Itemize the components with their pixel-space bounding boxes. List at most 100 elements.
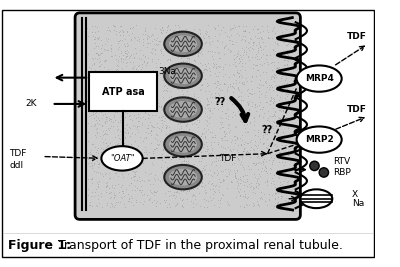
Point <box>94 131 100 136</box>
Point <box>211 159 218 163</box>
Point <box>97 109 104 114</box>
Point <box>155 57 161 61</box>
Point <box>225 38 232 42</box>
Point <box>249 46 255 50</box>
Point <box>139 89 145 93</box>
Point <box>88 66 94 70</box>
Point <box>232 171 238 175</box>
Point <box>262 131 268 135</box>
Point <box>119 136 126 140</box>
Point <box>141 110 148 115</box>
Point <box>218 28 224 32</box>
Point <box>117 129 124 133</box>
Point <box>212 71 218 75</box>
Point <box>272 196 279 200</box>
Point <box>173 45 179 49</box>
Point <box>136 77 142 81</box>
Point <box>164 69 170 74</box>
Point <box>219 120 226 124</box>
Point <box>158 165 164 169</box>
Point <box>120 202 127 206</box>
Point <box>183 191 190 195</box>
Point <box>130 66 136 70</box>
Point <box>144 60 150 64</box>
Point <box>139 86 146 90</box>
Point <box>221 81 228 85</box>
Point <box>90 106 96 110</box>
Point <box>217 64 224 68</box>
Point <box>198 83 204 87</box>
Point <box>216 184 222 189</box>
Point <box>245 150 251 154</box>
Point <box>104 144 110 148</box>
Point <box>268 193 275 197</box>
Point <box>256 204 262 208</box>
Point <box>186 47 192 52</box>
Point <box>159 68 166 72</box>
Point <box>168 45 174 50</box>
Point <box>152 147 158 151</box>
Point <box>105 80 112 85</box>
Point <box>263 70 269 74</box>
Point <box>250 147 256 151</box>
Point <box>181 187 187 191</box>
Point <box>149 47 156 52</box>
Point <box>190 192 196 196</box>
Point <box>123 64 129 68</box>
Point <box>137 98 143 102</box>
Point <box>188 104 194 109</box>
Point <box>145 41 152 45</box>
Point <box>126 196 132 201</box>
Point <box>244 141 251 145</box>
Point <box>170 39 176 43</box>
Point <box>142 145 148 149</box>
Point <box>197 103 203 107</box>
Point <box>184 143 191 148</box>
Point <box>276 135 282 140</box>
Point <box>112 171 119 175</box>
Point <box>184 63 191 68</box>
Point <box>258 190 264 195</box>
Point <box>244 121 250 126</box>
Point <box>115 190 122 194</box>
Point <box>145 75 152 79</box>
Point <box>268 97 275 102</box>
Point <box>165 179 171 183</box>
Point <box>235 143 242 147</box>
Point <box>178 161 184 165</box>
Point <box>107 49 114 53</box>
Point <box>192 34 198 38</box>
Point <box>166 135 173 139</box>
Point <box>123 127 130 132</box>
Point <box>158 156 164 160</box>
Point <box>251 116 257 120</box>
Point <box>264 132 270 136</box>
Point <box>281 63 288 67</box>
Point <box>221 46 228 50</box>
Point <box>98 103 104 108</box>
Point <box>234 51 240 55</box>
Point <box>271 131 277 135</box>
Point <box>163 88 170 92</box>
Point <box>175 73 182 77</box>
Point <box>195 50 201 54</box>
Point <box>92 170 99 174</box>
Point <box>149 69 155 73</box>
Point <box>177 63 183 68</box>
Point <box>186 118 192 122</box>
Point <box>189 194 196 198</box>
Point <box>284 81 290 85</box>
Point <box>129 66 135 70</box>
Point <box>103 115 109 119</box>
Point <box>184 135 191 139</box>
Point <box>184 59 190 63</box>
Point <box>198 104 205 108</box>
Point <box>270 119 277 123</box>
Point <box>218 196 224 200</box>
Point <box>282 184 288 188</box>
Point <box>269 124 275 128</box>
Point <box>96 60 102 64</box>
Point <box>137 188 144 192</box>
Ellipse shape <box>164 64 202 88</box>
Point <box>135 75 142 79</box>
